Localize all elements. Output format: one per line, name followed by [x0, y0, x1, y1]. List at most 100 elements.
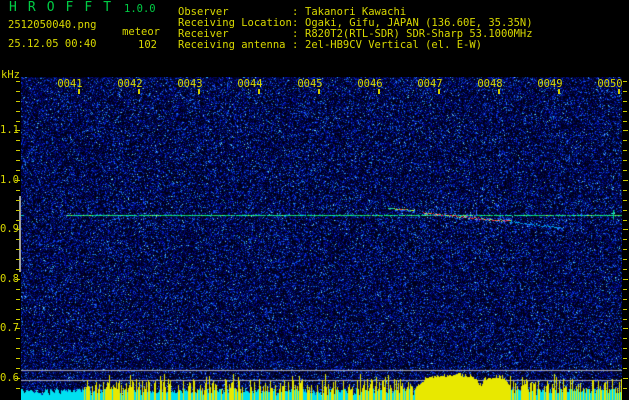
axis-tick [15, 279, 20, 280]
axis-tick [16, 220, 20, 221]
receiver-label: Receiver [178, 28, 229, 40]
antenna-value: 2el-HB9CV Vertical (el. E-W) [305, 39, 483, 51]
axis-tick [623, 121, 627, 122]
axis-tick [623, 81, 627, 82]
axis-tick [16, 348, 20, 349]
axis-tick [623, 289, 627, 290]
info-row-location: Receiving Location: Ogaki, Gifu, JAPAN (1… [178, 18, 533, 29]
axis-tick [623, 279, 628, 280]
axis-tick [623, 150, 627, 151]
axis-tick [498, 89, 500, 94]
axis-tick [623, 101, 627, 102]
time-tick-label: 0049 [537, 78, 563, 90]
freq-tick-label: 0.8 [0, 273, 19, 285]
freq-marker-line [19, 196, 21, 272]
axis-tick [16, 259, 20, 260]
mode-label: meteor [122, 26, 160, 38]
time-tick-label: 0047 [417, 78, 443, 90]
axis-tick [623, 328, 628, 329]
freq-tick-label: 0.9 [0, 223, 19, 235]
time-tick-label: 0041 [57, 78, 83, 90]
freq-tick-label: 0.7 [0, 322, 19, 334]
app-title: H R O F F T [9, 0, 113, 15]
axis-tick [16, 239, 20, 240]
axis-tick [623, 220, 627, 221]
axis-tick [16, 200, 20, 201]
axis-tick [16, 289, 20, 290]
axis-tick [623, 338, 627, 339]
axis-tick [623, 358, 627, 359]
axis-tick [623, 190, 627, 191]
freq-axis-unit: kHz [1, 69, 20, 81]
time-tick-label: 0042 [117, 78, 143, 90]
axis-tick [623, 249, 627, 250]
axis-tick [623, 140, 627, 141]
axis-tick [16, 319, 20, 320]
separator: : [292, 17, 299, 29]
axis-tick [378, 89, 380, 94]
info-row-observer: Observer: Takanori Kawachi [178, 7, 406, 18]
axis-tick [438, 89, 440, 94]
axis-tick [623, 91, 627, 92]
axis-tick [16, 358, 20, 359]
axis-tick [16, 101, 20, 102]
axis-tick [623, 319, 627, 320]
axis-tick [16, 368, 20, 369]
axis-tick [198, 89, 200, 94]
time-tick-label: 0043 [177, 78, 203, 90]
axis-tick [16, 91, 20, 92]
axis-tick [318, 89, 320, 94]
axis-tick [16, 140, 20, 141]
freq-tick-label: 1.0 [0, 174, 19, 186]
axis-tick [623, 348, 627, 349]
axis-tick [16, 249, 20, 250]
freq-tick-label: 0.6 [0, 372, 19, 384]
axis-tick [623, 200, 627, 201]
axis-tick [623, 368, 627, 369]
time-tick-label: 0044 [237, 78, 263, 90]
receiver-value: R820T2(RTL-SDR) SDR-Sharp 53.1000MHz [305, 28, 533, 40]
axis-tick [16, 299, 20, 300]
antenna-label: Receiving antenna [178, 39, 286, 51]
axis-tick [623, 309, 627, 310]
axis-tick [16, 150, 20, 151]
info-row-antenna: Receiving antenna:2el-HB9CV Vertical (el… [178, 40, 482, 51]
observer-value: Takanori Kawachi [305, 6, 407, 18]
axis-tick [258, 89, 260, 94]
axis-tick [15, 130, 20, 131]
axis-tick [15, 378, 20, 379]
axis-tick [16, 338, 20, 339]
axis-tick [16, 388, 20, 389]
location-value: Ogaki, Gifu, JAPAN (136.60E, 35.35N) [305, 17, 533, 29]
observer-label: Observer [178, 6, 229, 18]
meteor-count: 102 [138, 39, 157, 51]
axis-tick [16, 309, 20, 310]
time-tick-label: 0046 [357, 78, 383, 90]
axis-tick [623, 160, 627, 161]
axis-tick [16, 170, 20, 171]
freq-tick-label: 1.1 [0, 124, 19, 136]
separator: : [292, 6, 299, 18]
axis-tick [623, 130, 628, 131]
axis-tick [16, 81, 20, 82]
axis-tick [623, 299, 627, 300]
axis-tick [623, 388, 627, 389]
axis-tick [15, 328, 20, 329]
axis-tick [618, 89, 620, 94]
separator: : [292, 28, 299, 40]
axis-tick [623, 111, 627, 112]
axis-tick [558, 89, 560, 94]
axis-tick [16, 111, 20, 112]
axis-tick [138, 89, 140, 94]
info-row-receiver: Receiver: R820T2(RTL-SDR) SDR-Sharp 53.10… [178, 29, 533, 40]
output-filename: 2512050040.png [8, 19, 97, 31]
axis-tick [16, 210, 20, 211]
axis-tick [623, 210, 627, 211]
axis-tick [623, 229, 628, 230]
time-tick-label: 0045 [297, 78, 323, 90]
axis-tick [623, 239, 627, 240]
axis-tick [623, 259, 627, 260]
axis-tick [15, 229, 20, 230]
observation-datetime: 25.12.05 00:40 [8, 38, 97, 50]
